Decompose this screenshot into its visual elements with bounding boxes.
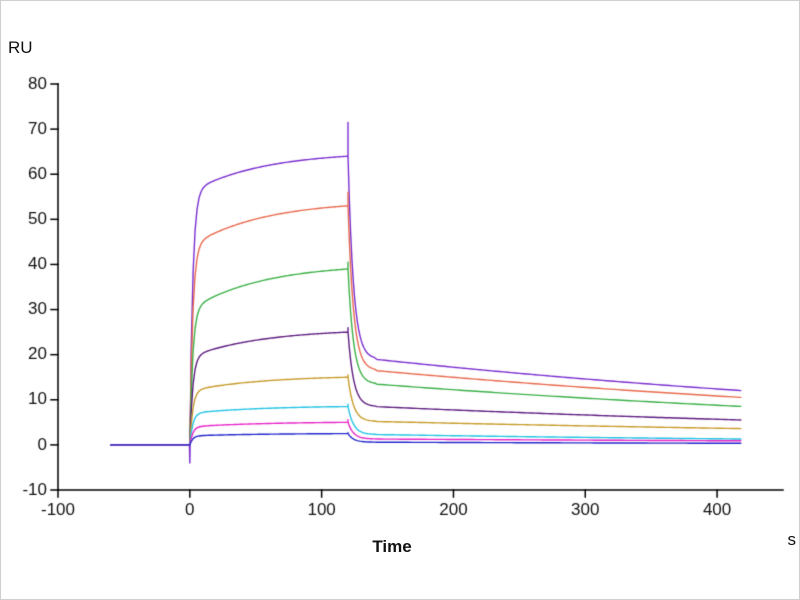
y-axis-unit-label: RU bbox=[8, 38, 33, 57]
x-axis-title: Time bbox=[372, 537, 412, 556]
x-axis-unit-label: s bbox=[787, 530, 797, 549]
